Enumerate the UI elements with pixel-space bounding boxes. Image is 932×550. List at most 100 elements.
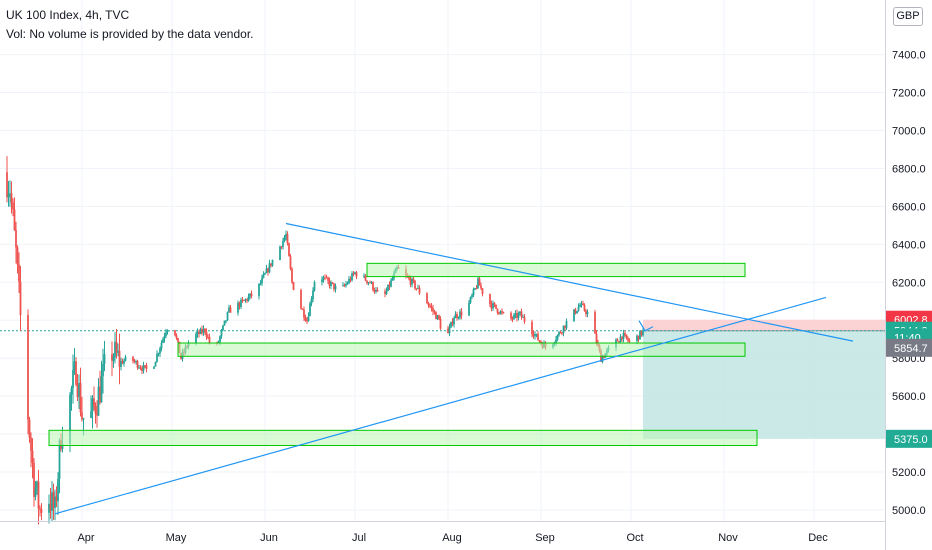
candle-body [468,303,470,316]
candle-body [165,332,167,336]
candle-body [12,203,14,210]
candle-body [539,340,541,341]
candle-body [167,330,169,332]
candle-body [579,305,581,307]
candle-body [473,289,475,295]
candle-body [291,269,293,282]
price-tick-label: 5200.0 [892,467,926,479]
candle-body [584,305,586,311]
candle-body [510,313,512,319]
candle-body [11,193,13,202]
candle-body [282,241,284,247]
candle-body [162,339,164,343]
candle-body [272,260,274,266]
candle-body [308,316,310,321]
candle-body [456,314,458,318]
candle-body [93,398,95,406]
currency-button[interactable]: GBP [893,7,923,26]
candle-body [440,319,442,329]
candle-body [518,314,520,318]
candle-body [263,274,265,277]
stop-loss-zone[interactable] [643,320,885,331]
candle-body [386,291,388,294]
candle-body [279,246,281,260]
candle-body [158,353,160,354]
candle-body [83,418,85,420]
price-zone[interactable] [367,263,745,276]
candle-body [594,312,596,334]
short-position-tool[interactable] [643,320,885,439]
candle-body [494,303,496,305]
candle-body [287,234,289,243]
candle-body [6,172,8,197]
candle-body [335,286,337,289]
candle-body [161,343,163,349]
candle-body [303,310,305,318]
price-axis[interactable]: 5000.05200.05400.05600.05800.06000.06200… [886,0,926,550]
candle-body [438,315,440,319]
candle-body [140,368,142,369]
candle-body [497,309,499,313]
candle-body [587,312,589,314]
candle-body [501,311,503,312]
candle-body [458,317,460,318]
candle-body [626,335,628,339]
candle-body [461,312,463,316]
candle-body [449,327,451,333]
candle-body [566,321,568,328]
price-tick-label: 7200.0 [892,88,926,100]
candle-body [596,334,598,343]
candle-body [15,230,17,247]
candle-body [617,340,619,342]
candle-body [38,481,40,508]
candle-body [14,210,16,230]
candle-body [125,357,127,361]
price-zone[interactable] [49,430,757,445]
candle-body [32,451,34,463]
price-tick-label: 6800.0 [892,163,926,175]
candle-body [159,348,161,353]
candle-body [429,305,431,306]
candle-body [627,338,629,340]
candle-body [332,282,334,283]
candle-body [531,322,533,334]
time-tick-label: Jul [352,532,366,544]
candle-body [480,286,482,289]
candle-body [57,479,59,501]
candle-body [146,365,148,368]
time-axis[interactable]: Apr May Jun Jul Aug Sep Oct Nov Dec [0,522,885,545]
time-tick-label: Jun [260,532,278,544]
candle-body [495,305,497,309]
candle-body [20,282,22,315]
candle-body [314,282,316,290]
time-tick-label: Oct [626,532,643,544]
candle-body [578,307,580,311]
candle-body [434,311,436,312]
time-tick-label: Dec [808,532,828,544]
candle-body [561,333,563,334]
candle-body [95,406,97,414]
price-tag-label: 5854.7 [894,343,928,355]
price-zone[interactable] [178,343,745,356]
candle-body [101,376,103,402]
price-tick-label: 6200.0 [892,277,926,289]
candle-body [30,438,32,451]
chart-title: UK 100 Index, 4h, TVC [6,8,129,22]
candle-body [431,307,433,308]
price-tick-label: 7400.0 [892,50,926,62]
candle-body [557,335,559,340]
candle-body [321,279,323,282]
candle-body [137,361,139,368]
volume-note: Vol: No volume is provided by the data v… [6,27,253,41]
candle-body [75,361,77,384]
price-tick-label: 5600.0 [892,391,926,403]
candle-body [225,320,227,321]
candle-body [17,247,19,264]
candle-body [513,315,515,319]
candle-body [156,354,158,362]
candle-body [479,279,481,286]
candle-body [351,273,353,280]
candle-body [582,303,584,304]
time-tick-label: May [166,532,187,544]
